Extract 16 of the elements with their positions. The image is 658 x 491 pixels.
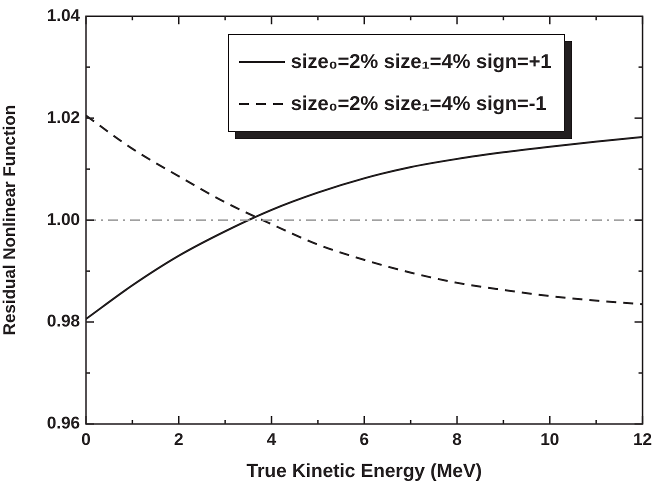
x-tick-label: 4 [266,430,277,449]
x-tick-label: 12 [633,430,652,449]
y-axis-title: Residual Nonlinear Function [0,104,19,336]
y-tick-label: 0.98 [46,312,80,331]
legend-label: size₀=2% size₁=4% sign=+1 [290,50,552,74]
x-tick-label: 2 [174,430,184,449]
x-tick-label: 10 [540,430,560,449]
legend-label: size₀=2% size₁=4% sign=-1 [290,92,547,116]
y-tick-label: 1.04 [46,6,81,25]
x-tick-label: 8 [452,430,462,449]
y-tick-label: 0.96 [46,414,80,433]
y-tick-label: 1.02 [46,108,80,127]
x-tick-label: 0 [81,430,91,449]
x-tick-label: 6 [360,430,370,449]
y-tick-label: 1.00 [46,210,80,229]
x-axis-title: True Kinetic Energy (MeV) [246,460,482,482]
